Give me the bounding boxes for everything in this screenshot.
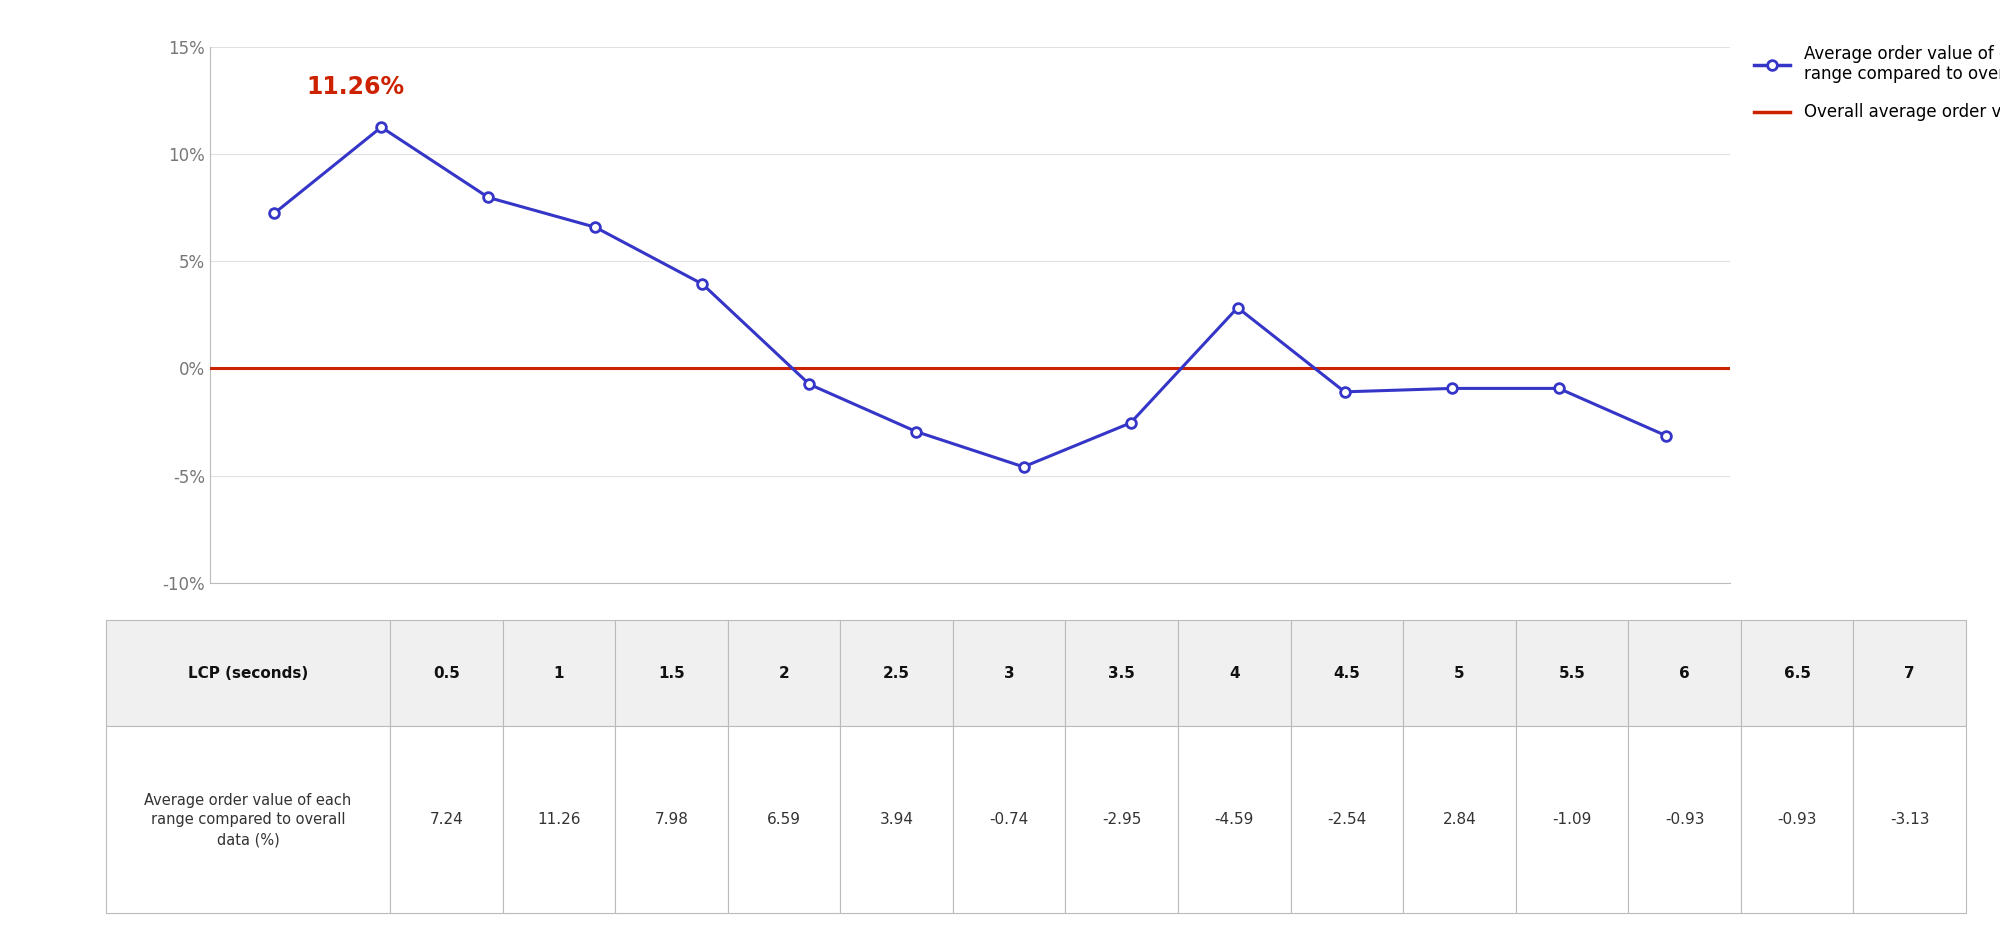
FancyBboxPatch shape (1178, 619, 1290, 727)
FancyBboxPatch shape (616, 727, 728, 914)
FancyBboxPatch shape (728, 727, 840, 914)
FancyBboxPatch shape (728, 619, 840, 727)
Text: -0.93: -0.93 (1664, 812, 1704, 827)
FancyBboxPatch shape (502, 727, 616, 914)
Text: -2.95: -2.95 (1102, 812, 1142, 827)
Text: -4.59: -4.59 (1214, 812, 1254, 827)
FancyBboxPatch shape (106, 619, 390, 727)
Text: -3.13: -3.13 (1890, 812, 1930, 827)
Text: 3.94: 3.94 (880, 812, 914, 827)
Legend: Average order value of each
range compared to overall data, Overall average orde: Average order value of each range compar… (1754, 44, 2000, 121)
FancyBboxPatch shape (1740, 727, 1854, 914)
Text: 2: 2 (778, 666, 790, 681)
Text: -2.54: -2.54 (1328, 812, 1366, 827)
Text: -1.09: -1.09 (1552, 812, 1592, 827)
FancyBboxPatch shape (1854, 619, 1966, 727)
Text: 3: 3 (1004, 666, 1014, 681)
Text: 2.5: 2.5 (884, 666, 910, 681)
Text: 6.5: 6.5 (1784, 666, 1810, 681)
FancyBboxPatch shape (1290, 727, 1404, 914)
FancyBboxPatch shape (1628, 619, 1740, 727)
Text: 5.5: 5.5 (1558, 666, 1586, 681)
FancyBboxPatch shape (1404, 727, 1516, 914)
FancyBboxPatch shape (1290, 619, 1404, 727)
Text: 4: 4 (1228, 666, 1240, 681)
FancyBboxPatch shape (106, 727, 390, 914)
FancyBboxPatch shape (840, 619, 952, 727)
FancyBboxPatch shape (1404, 619, 1516, 727)
FancyBboxPatch shape (952, 727, 1066, 914)
FancyBboxPatch shape (502, 619, 616, 727)
FancyBboxPatch shape (840, 727, 952, 914)
FancyBboxPatch shape (1854, 727, 1966, 914)
FancyBboxPatch shape (1066, 727, 1178, 914)
FancyBboxPatch shape (390, 619, 502, 727)
Text: -0.74: -0.74 (990, 812, 1028, 827)
Text: 7.24: 7.24 (430, 812, 464, 827)
FancyBboxPatch shape (390, 727, 502, 914)
FancyBboxPatch shape (616, 619, 728, 727)
FancyBboxPatch shape (1740, 619, 1854, 727)
FancyBboxPatch shape (1178, 727, 1290, 914)
Text: 2.84: 2.84 (1442, 812, 1476, 827)
Text: 11.26: 11.26 (538, 812, 580, 827)
FancyBboxPatch shape (952, 619, 1066, 727)
FancyBboxPatch shape (1628, 727, 1740, 914)
Text: 6: 6 (1680, 666, 1690, 681)
Text: 0.5: 0.5 (432, 666, 460, 681)
FancyBboxPatch shape (1516, 619, 1628, 727)
Text: 5: 5 (1454, 666, 1464, 681)
FancyBboxPatch shape (1516, 727, 1628, 914)
Text: LCP (seconds): LCP (seconds) (188, 666, 308, 681)
Text: 6.59: 6.59 (766, 812, 800, 827)
Text: 11.26%: 11.26% (306, 75, 404, 100)
Text: 4.5: 4.5 (1334, 666, 1360, 681)
Text: Average order value of each
range compared to overall
data (%): Average order value of each range compar… (144, 792, 352, 847)
Text: 1: 1 (554, 666, 564, 681)
Text: 7: 7 (1904, 666, 1916, 681)
Text: -0.93: -0.93 (1778, 812, 1816, 827)
Text: 1.5: 1.5 (658, 666, 684, 681)
Text: 3.5: 3.5 (1108, 666, 1136, 681)
Text: 7.98: 7.98 (654, 812, 688, 827)
FancyBboxPatch shape (1066, 619, 1178, 727)
